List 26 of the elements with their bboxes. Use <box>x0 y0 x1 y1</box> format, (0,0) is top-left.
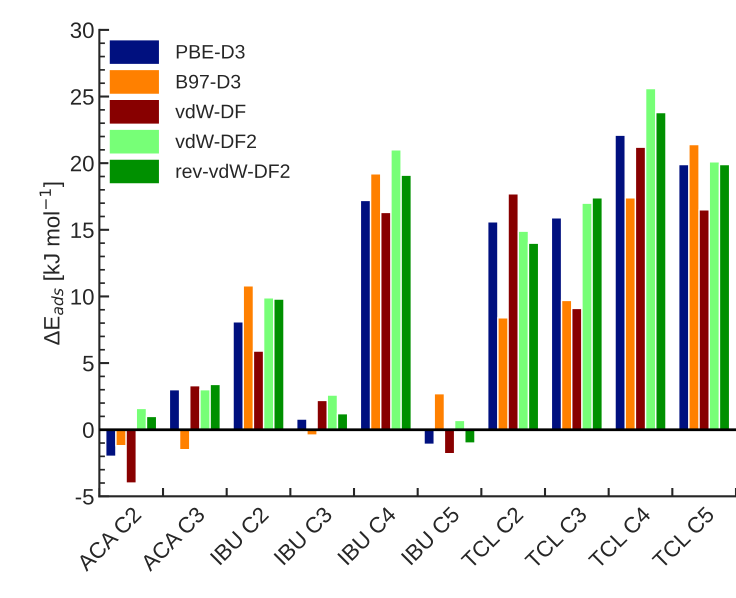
bar <box>444 429 456 454</box>
x-tick-label: TCL C3 <box>524 506 588 570</box>
legend-label: vdW-DF <box>175 104 246 118</box>
legend-label: PBE-D3 <box>176 44 245 59</box>
y-tick-label: 30 <box>70 22 94 38</box>
x-tick-label: IBU C2 <box>210 506 270 566</box>
legend-label: B97-D3 <box>176 74 240 89</box>
legend-label: vdW-DF2 <box>175 134 256 148</box>
legend-label: rev-vdW-DF2 <box>176 164 290 178</box>
y-axis-title: ΔE$_{ads}$ [kJ mol$^{−1}$] <box>40 182 64 345</box>
x-tick-label: IBU C5 <box>400 506 460 566</box>
bar <box>434 393 446 430</box>
y-tick-label: 5 <box>83 356 94 372</box>
x-tick-label: IBU C3 <box>273 506 334 566</box>
y-tick-label: 0 <box>83 422 94 438</box>
y-tick-label: 25 <box>70 89 94 105</box>
x-tick-label: TCL C4 <box>588 506 652 570</box>
y-tick-label: 10 <box>71 288 94 305</box>
y-tick-label: 20 <box>70 156 94 172</box>
y-tick-label: 15 <box>71 222 94 238</box>
y-tick-label: -5 <box>76 489 94 505</box>
x-tick-label: TCL C5 <box>651 506 716 570</box>
x-tick-label: IBU C4 <box>337 506 397 566</box>
bar <box>178 429 190 450</box>
bar <box>168 389 180 430</box>
x-tick-label: TCL C2 <box>460 506 524 570</box>
